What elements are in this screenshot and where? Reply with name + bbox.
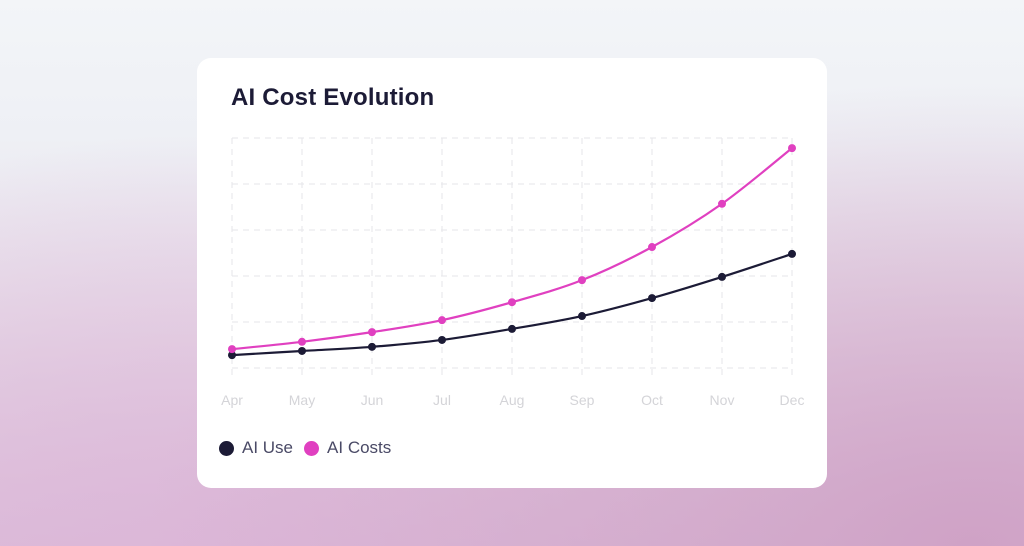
data-point <box>368 342 376 351</box>
dot-icon <box>219 440 234 456</box>
data-point <box>788 144 796 153</box>
x-label: May <box>288 392 316 408</box>
legend-label: AI Costs <box>327 438 392 457</box>
x-label: Aug <box>499 392 525 408</box>
x-axis-labels: Apr May Jun Jul Aug Sep Oct Nov Dec <box>197 392 827 412</box>
x-label: Jun <box>360 392 384 408</box>
data-point <box>228 345 236 354</box>
data-point <box>438 316 446 325</box>
dot-icon <box>304 440 320 456</box>
x-label: Apr <box>221 392 243 408</box>
chart-legend: AI Use AI Costs <box>219 438 402 458</box>
data-point <box>718 272 726 281</box>
data-point <box>438 335 446 344</box>
line-chart <box>228 137 796 376</box>
data-point <box>788 249 796 258</box>
legend-item-ai-costs[interactable]: AI Costs <box>304 438 391 458</box>
x-label: Nov <box>709 392 735 408</box>
data-point <box>368 328 376 337</box>
data-point <box>508 298 516 307</box>
data-point <box>648 294 656 303</box>
x-label: Jul <box>433 392 451 408</box>
ai-costs-points <box>228 144 796 354</box>
chart-title: AI Cost Evolution <box>231 84 435 111</box>
data-point <box>578 276 586 285</box>
data-point <box>648 243 656 252</box>
data-point <box>508 324 516 333</box>
data-point <box>298 337 306 346</box>
legend-item-ai-use[interactable]: AI Use <box>219 438 293 458</box>
data-point <box>298 346 306 355</box>
x-label: Dec <box>779 392 805 408</box>
data-point <box>718 199 726 208</box>
x-label: Oct <box>641 392 663 408</box>
chart-card: AI Cost Evolution Apr May Jun Jul Aug Se… <box>197 58 827 488</box>
ai-use-points <box>228 249 796 360</box>
x-label: Sep <box>569 392 595 408</box>
data-point <box>578 312 586 321</box>
legend-label: AI Use <box>242 438 294 457</box>
data-point <box>228 351 236 360</box>
